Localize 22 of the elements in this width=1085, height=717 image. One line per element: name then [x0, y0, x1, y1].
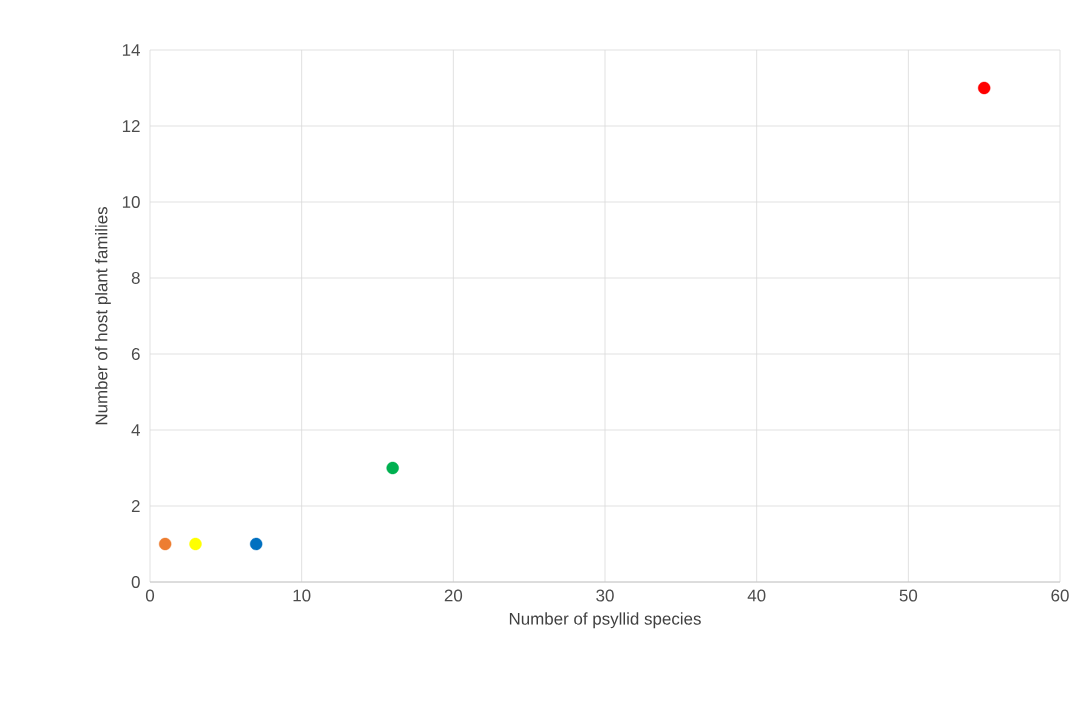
x-tick-label: 20 — [444, 589, 463, 602]
point — [158, 537, 172, 551]
x-tick-label: 60 — [1051, 589, 1069, 602]
x-tick-label: 30 — [596, 589, 614, 602]
y-axis-title: Number of host plant families — [95, 206, 111, 425]
point — [249, 537, 263, 551]
y-tick-label: 4 — [131, 424, 140, 436]
point — [977, 81, 991, 95]
x-tick-label: 40 — [747, 589, 766, 602]
y-tick-label: 14 — [122, 44, 140, 56]
point — [189, 537, 202, 551]
y-tick-label: 10 — [122, 196, 140, 208]
y-tick-label: 12 — [122, 120, 140, 132]
x-tick-label: 50 — [899, 589, 918, 602]
point — [386, 461, 399, 475]
y-tick-label: 0 — [131, 576, 140, 588]
x-tick-label: 10 — [293, 589, 311, 602]
y-tick-label: 8 — [131, 272, 140, 284]
y-tick-label: 6 — [131, 348, 140, 360]
x-tick-label: 0 — [145, 589, 155, 602]
y-tick-label: 2 — [131, 500, 140, 512]
x-axis-title: Number of psyllid species — [509, 612, 701, 629]
